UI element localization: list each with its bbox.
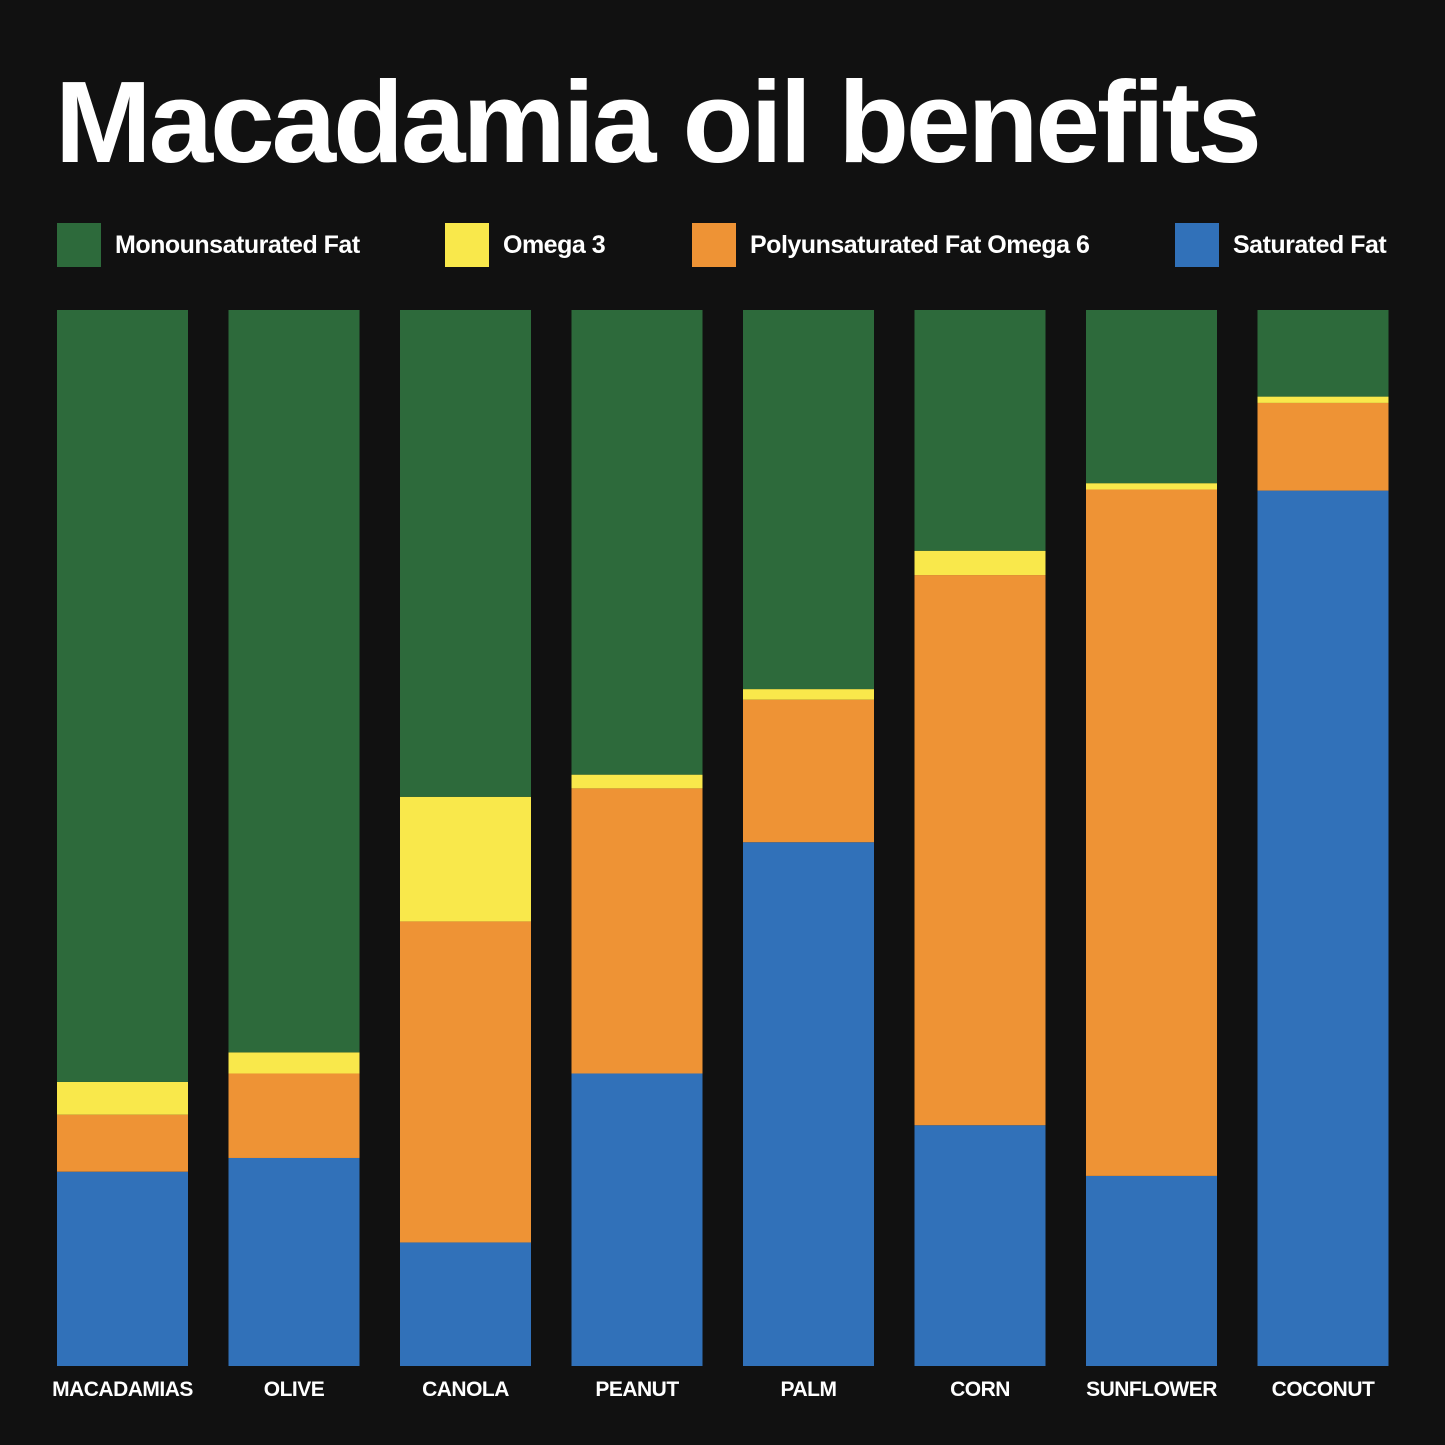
x-tick-label: CANOLA	[422, 1378, 509, 1401]
chart-title: Macadamia oil benefits	[55, 57, 1262, 187]
x-tick-label: MACADAMIAS	[52, 1378, 193, 1401]
bar-segment-canola-omega-3	[400, 796, 531, 922]
bar-segment-corn-saturated-fat	[914, 1125, 1046, 1366]
legend-item-omega3: Omega 3	[445, 223, 606, 267]
bar-segment-palm-omega-3	[743, 689, 874, 700]
legend-item-omega6: Polyunsaturated Fat Omega 6	[692, 223, 1090, 267]
bar-segment-canola-saturated-fat	[400, 1242, 531, 1366]
x-tick-label: PALM	[781, 1378, 837, 1401]
bar-segment-sunflower-monounsaturated-fat	[1086, 310, 1217, 484]
legend-item-saturated: Saturated Fat	[1175, 223, 1387, 267]
x-tick-label: COCONUT	[1272, 1378, 1375, 1401]
bar-segment-coconut-monounsaturated-fat	[1257, 310, 1389, 397]
bar-segment-macadamias-polyunsaturated-fat-omega-6	[57, 1114, 188, 1172]
x-tick-label: OLIVE	[264, 1378, 325, 1401]
bar-segment-macadamias-omega-3	[57, 1081, 188, 1115]
bar-segment-macadamias-saturated-fat	[57, 1171, 188, 1366]
legend-label: Saturated Fat	[1233, 230, 1387, 259]
bar-segment-canola-monounsaturated-fat	[400, 310, 531, 797]
bar-segment-sunflower-omega-3	[1086, 483, 1217, 490]
legend-label: Polyunsaturated Fat Omega 6	[750, 230, 1090, 259]
bar-segment-palm-monounsaturated-fat	[743, 310, 874, 690]
bar-segment-peanut-saturated-fat	[571, 1073, 703, 1366]
bar-segment-sunflower-saturated-fat	[1086, 1175, 1217, 1366]
x-tick-label: CORN	[950, 1378, 1010, 1401]
bar-segment-palm-saturated-fat	[743, 842, 874, 1366]
legend-swatch	[1175, 223, 1219, 267]
bar-segment-palm-polyunsaturated-fat-omega-6	[743, 699, 874, 843]
legend-swatch	[57, 223, 101, 267]
x-tick-label: PEANUT	[595, 1378, 679, 1401]
bar-segment-corn-polyunsaturated-fat-omega-6	[914, 575, 1046, 1126]
bar-segment-olive-polyunsaturated-fat-omega-6	[228, 1073, 360, 1158]
bar-segment-olive-monounsaturated-fat	[228, 310, 360, 1053]
legend-label: Monounsaturated Fat	[115, 230, 360, 259]
bar-segment-macadamias-monounsaturated-fat	[57, 310, 188, 1082]
x-tick-label: SUNFLOWER	[1086, 1378, 1217, 1401]
bar-segment-coconut-omega-3	[1257, 396, 1389, 403]
bar-segment-peanut-polyunsaturated-fat-omega-6	[571, 788, 703, 1074]
bar-segment-coconut-saturated-fat	[1257, 490, 1389, 1366]
bar-segment-peanut-omega-3	[571, 774, 703, 789]
bar-segment-corn-monounsaturated-fat	[914, 310, 1046, 551]
bar-segment-coconut-polyunsaturated-fat-omega-6	[1257, 402, 1389, 491]
bar-segment-olive-omega-3	[228, 1052, 360, 1074]
bar-segment-sunflower-polyunsaturated-fat-omega-6	[1086, 489, 1217, 1176]
legend-swatch	[692, 223, 736, 267]
bar-segment-olive-saturated-fat	[228, 1157, 360, 1366]
bar-segment-peanut-monounsaturated-fat	[571, 310, 703, 775]
legend-swatch	[445, 223, 489, 267]
bar-segment-corn-omega-3	[914, 550, 1046, 576]
legend-item-monounsaturated: Monounsaturated Fat	[57, 223, 360, 267]
bar-segment-canola-polyunsaturated-fat-omega-6	[400, 921, 531, 1243]
legend-label: Omega 3	[503, 230, 606, 259]
